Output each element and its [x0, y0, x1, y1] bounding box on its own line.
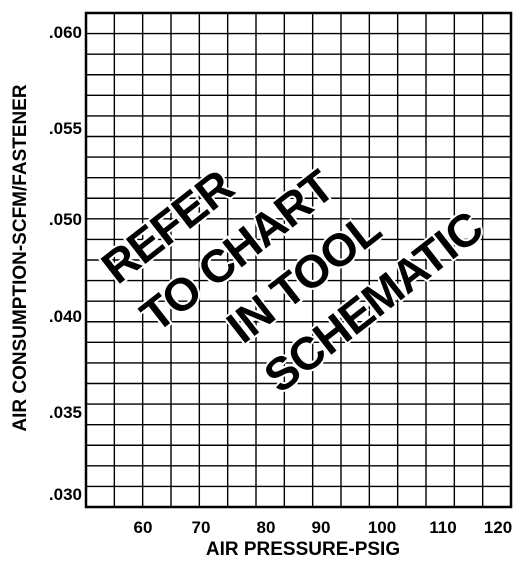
x-tick-label: 60: [134, 518, 153, 537]
y-tick-label: .050: [49, 210, 82, 229]
x-tick-label: 120: [484, 518, 512, 537]
plot-frame: [84, 11, 513, 509]
y-tick-labels: .030 .035 .040 .050 .055 .060: [49, 23, 82, 504]
y-tick-label: .055: [49, 119, 82, 138]
x-tick-labels: 60 70 80 90 100 110 120: [134, 518, 513, 537]
x-tick-label: 110: [429, 518, 456, 537]
x-axis-label: AIR PRESSURE-PSIG: [206, 539, 400, 560]
refer-to-chart-annotation: REFER TO CHART IN TOOL SCHEMATIC: [90, 157, 494, 404]
y-tick-label: .060: [49, 23, 82, 42]
x-tick-label: 90: [312, 518, 331, 537]
x-tick-label: 100: [368, 518, 396, 537]
x-tick-label: 70: [192, 518, 211, 537]
x-tick-label: 80: [257, 518, 276, 537]
y-axis-label: AIR CONSUMPTION-SCFM/FASTENER: [10, 84, 31, 432]
y-tick-label: .030: [49, 485, 82, 504]
y-tick-label: .040: [49, 307, 82, 326]
y-tick-label: .035: [49, 403, 82, 422]
grid: [86, 13, 511, 507]
